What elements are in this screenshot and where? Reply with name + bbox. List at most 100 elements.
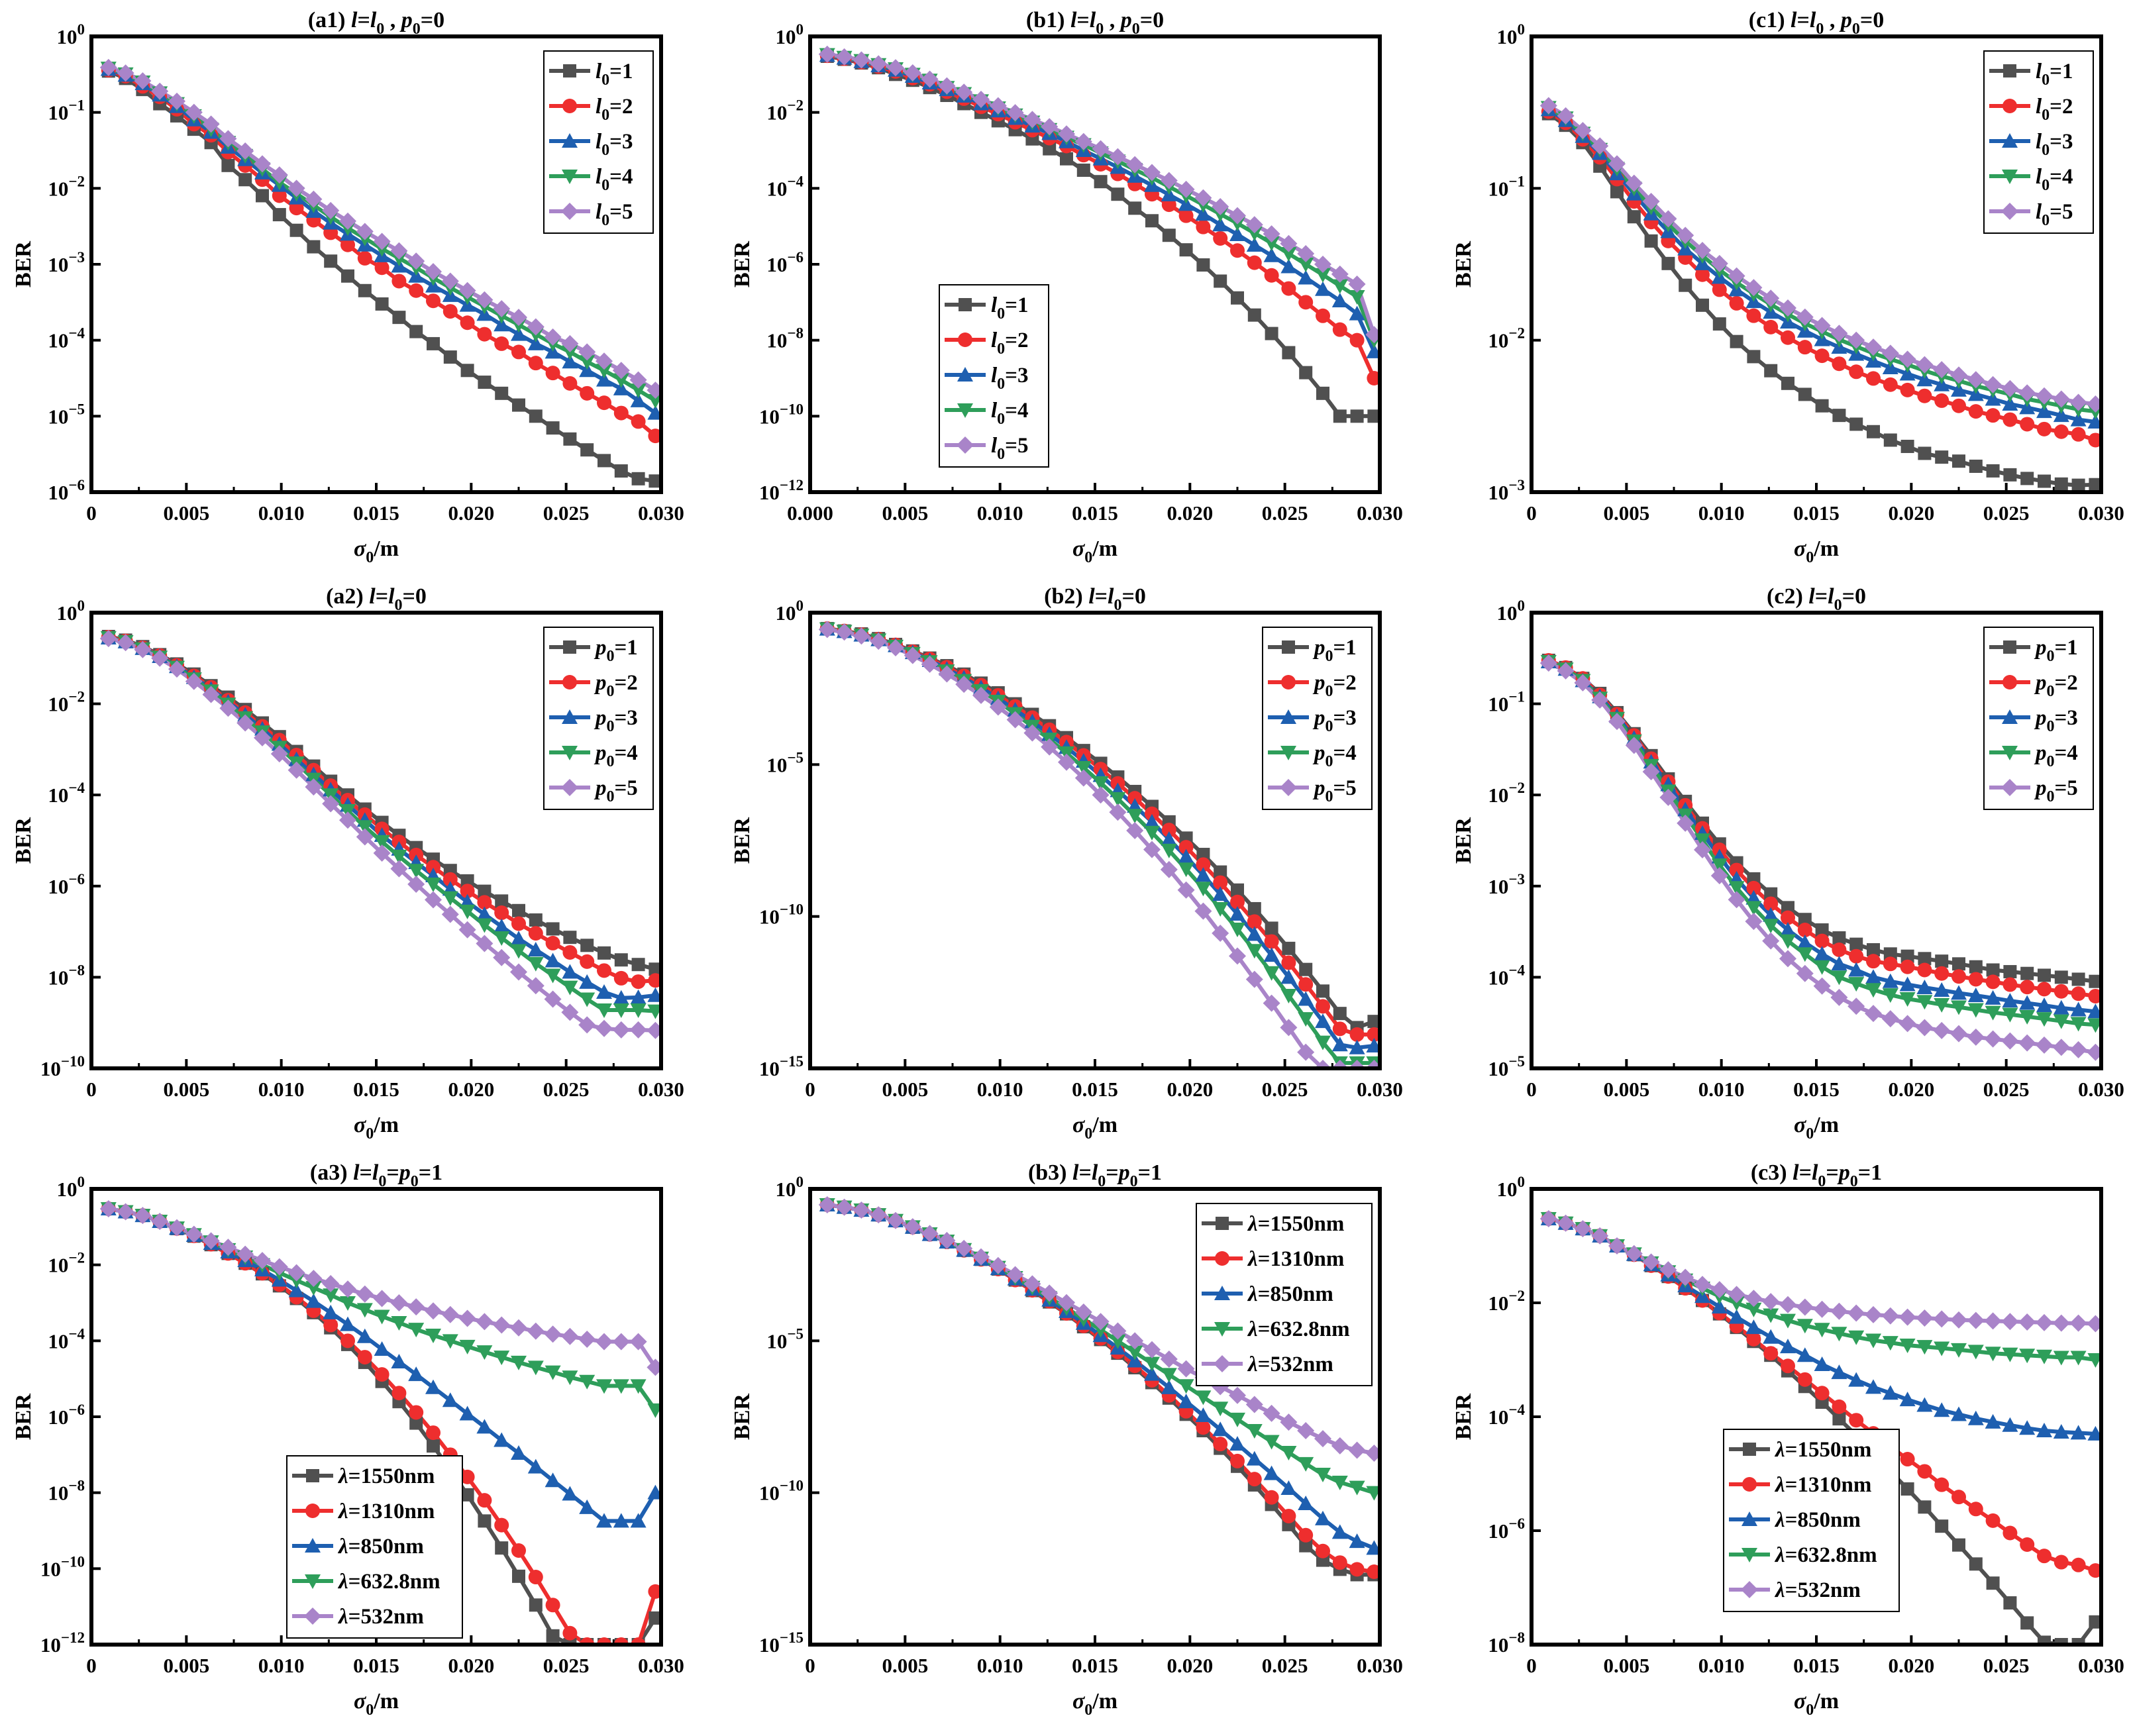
data-point <box>579 362 596 378</box>
data-point <box>1023 1275 1041 1293</box>
x-tick-label: 0.020 <box>1167 1078 1213 1101</box>
data-point <box>818 621 836 638</box>
data-point <box>287 179 305 197</box>
data-point <box>238 173 252 187</box>
data-point <box>1745 890 1762 905</box>
data-point <box>1796 1319 1813 1334</box>
x-tick-label: 0.020 <box>1888 501 1934 525</box>
data-point <box>495 1541 509 1555</box>
data-point <box>1899 992 1916 1007</box>
data-point <box>374 260 390 276</box>
data-point <box>613 380 629 395</box>
data-point <box>1796 1298 1814 1316</box>
legend-label: p0​=1 <box>2034 636 2078 665</box>
data-point <box>921 70 939 88</box>
data-point <box>1332 1555 1347 1570</box>
y-tick-label: 100 <box>776 597 804 625</box>
data-point <box>494 1517 509 1533</box>
data-point <box>1815 923 1829 937</box>
data-point <box>1143 164 1161 181</box>
legend-label: l0​=2 <box>596 95 633 124</box>
data-point <box>1900 439 1914 453</box>
data-point <box>1591 691 1609 709</box>
data-point <box>1263 947 1280 962</box>
data-point <box>580 954 595 969</box>
data-point <box>323 1304 339 1319</box>
data-point <box>629 1333 647 1351</box>
x-tick-label: 0.020 <box>448 1078 494 1101</box>
data-point <box>1797 923 1812 938</box>
x-axis-label: σ0​/m <box>1072 536 1117 566</box>
data-point <box>1797 1372 1812 1387</box>
data-point <box>340 1333 355 1349</box>
y-tick-label: 10−10 <box>40 1053 85 1080</box>
data-point <box>1348 275 1366 293</box>
x-tick-label: 0.010 <box>258 1654 305 1677</box>
data-point <box>1848 1372 1865 1387</box>
data-point <box>1316 1543 1330 1558</box>
data-point <box>1950 366 1967 384</box>
data-point <box>904 646 921 664</box>
chart-c3: (c3) l=l0​=p0​=1 0 0.005 0.010 0.015 0.020 0.0… <box>1451 1160 2124 1719</box>
data-point <box>1023 724 1041 742</box>
data-point <box>511 344 526 360</box>
data-point <box>1849 417 1863 431</box>
data-point <box>1127 1345 1143 1360</box>
y-tick-label: 10−15 <box>759 1629 804 1657</box>
y-tick-label: 10−1 <box>1488 173 1525 200</box>
legend-marker <box>1216 1217 1229 1230</box>
data-point <box>2020 417 2035 432</box>
data-point <box>2070 1425 2087 1440</box>
y-tick-label: 10−10 <box>759 1478 804 1505</box>
data-point <box>1847 997 1865 1015</box>
data-point <box>1746 880 1761 895</box>
legend-marker <box>1215 1251 1229 1266</box>
data-point <box>1331 1524 1348 1539</box>
data-point <box>1762 289 1780 307</box>
legend-label: λ=1310nm <box>1774 1473 1871 1497</box>
data-point <box>1728 1286 1745 1303</box>
data-point <box>1298 1012 1314 1027</box>
data-point <box>1263 966 1280 981</box>
data-point <box>1608 713 1626 731</box>
data-point <box>2037 1549 2052 1564</box>
data-point <box>1728 891 1745 909</box>
data-point <box>2001 1032 2019 1050</box>
data-point <box>1729 295 1744 311</box>
data-point <box>1696 298 1709 312</box>
data-point <box>478 884 492 898</box>
data-point <box>511 1445 527 1460</box>
data-point <box>427 1439 440 1453</box>
data-point <box>1849 364 1864 380</box>
data-point <box>460 1469 475 1484</box>
series-line <box>827 53 1377 353</box>
x-axis-label: σ0​/m <box>1072 1113 1117 1143</box>
x-tick-label: 0 <box>86 501 97 525</box>
data-point <box>649 962 661 976</box>
data-point <box>441 272 459 290</box>
data-point <box>442 872 458 887</box>
x-axis-label: σ0​/m <box>354 1689 399 1719</box>
data-point <box>1539 654 1557 672</box>
plot-frame <box>89 611 663 1070</box>
x-tick-label: 0.025 <box>1262 1078 1308 1101</box>
data-point <box>459 1339 476 1354</box>
data-point <box>938 665 956 683</box>
y-tick-label: 10−6 <box>48 871 85 898</box>
data-point <box>1367 1564 1380 1580</box>
data-point <box>1814 960 1830 975</box>
data-point <box>476 1345 493 1360</box>
data-point <box>374 1367 390 1382</box>
data-point <box>1677 1268 1694 1286</box>
data-point <box>1298 1496 1314 1511</box>
x-tick-label: 0.030 <box>2078 501 2124 525</box>
data-point <box>972 686 990 704</box>
data-point <box>511 326 527 341</box>
data-point <box>2088 433 2101 448</box>
data-point <box>494 317 510 332</box>
data-point <box>2087 413 2101 429</box>
data-point <box>1796 964 1814 982</box>
data-point <box>287 1264 305 1282</box>
x-tick-label: 0.030 <box>1357 1654 1403 1677</box>
data-point <box>527 1360 544 1376</box>
